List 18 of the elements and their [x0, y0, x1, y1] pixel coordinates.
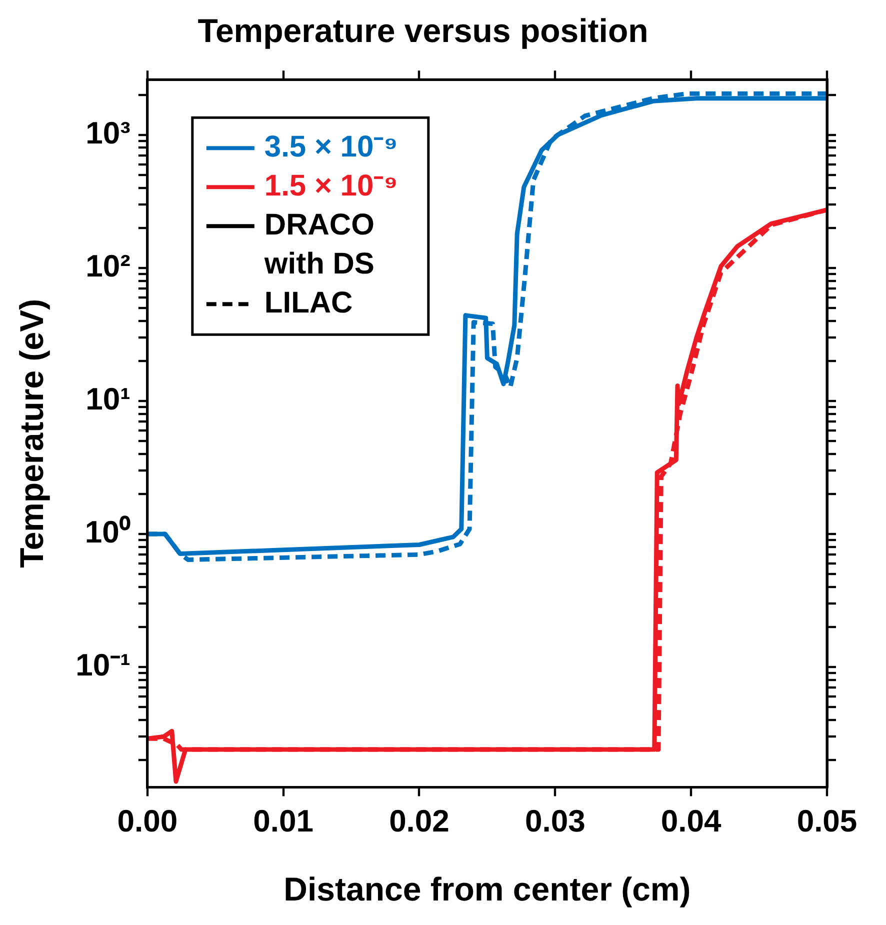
x-tick-label: 0.01 — [253, 803, 314, 838]
y-axis-title: Temperature (eV) — [12, 298, 50, 568]
legend-label: LILAC — [264, 286, 353, 320]
legend-label: 3.5 × 10⁻⁹ — [264, 130, 398, 164]
x-tick-label: 0.03 — [524, 803, 586, 838]
x-tick-label: 0.00 — [117, 803, 178, 838]
x-axis-title: Distance from center (cm) — [284, 870, 691, 908]
x-tick-label: 0.04 — [660, 803, 722, 838]
x-tick-label: 0.05 — [796, 803, 858, 838]
y-tick-label: 10³ — [86, 115, 130, 150]
y-tick-label: 10⁻¹ — [76, 648, 130, 683]
legend-label: 1.5 × 10⁻⁹ — [264, 169, 398, 202]
x-tick-label: 0.02 — [389, 803, 450, 838]
y-tick-label: 10² — [86, 248, 130, 284]
legend-label: DRACO with DS — [263, 208, 374, 280]
y-tick-label: 10⁰ — [84, 514, 130, 550]
y-tick-label: 10¹ — [86, 381, 130, 416]
chart-title: Temperature versus position — [198, 12, 648, 49]
